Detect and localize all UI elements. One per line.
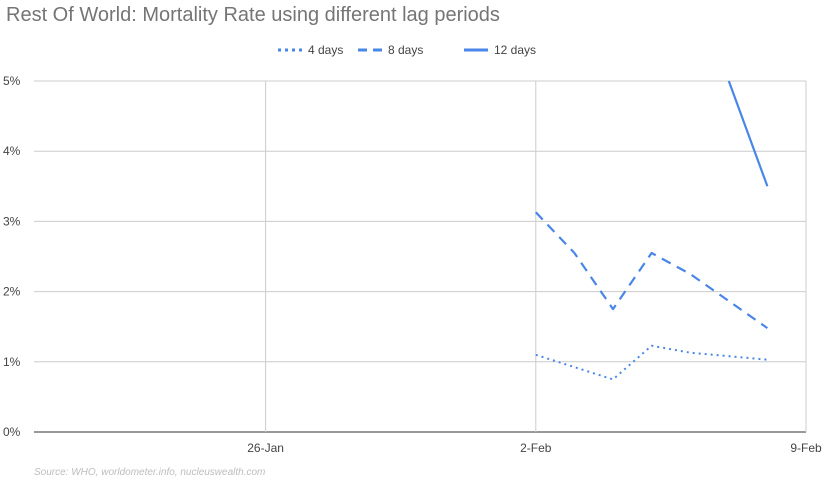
- legend-label: 4 days: [308, 43, 343, 57]
- chart-title: Rest Of World: Mortality Rate using diff…: [6, 4, 500, 26]
- x-tick-label: 2-Feb: [520, 441, 552, 455]
- x-tick-label: 26-Jan: [247, 441, 284, 455]
- grid: [34, 80, 807, 433]
- y-axis: 0% 1% 2% 3% 4% 5%: [3, 74, 21, 439]
- y-tick-label: 2%: [3, 285, 21, 299]
- source-note: Source: WHO, worldometer.info, nucleuswe…: [34, 467, 266, 478]
- series-line-12-days: [727, 80, 769, 187]
- line-chart: 4 days 8 days 12 days 0%1%2%3%4%5% 26-Jan 2…: [3, 43, 822, 455]
- series-line-8-days: [535, 211, 769, 330]
- legend-label: 8 days: [388, 43, 423, 57]
- x-axis: 26-Jan 2-Feb 9-Feb: [247, 441, 822, 455]
- plot-area: [535, 80, 769, 381]
- series-line-4-days: [535, 344, 768, 381]
- legend: 4 days 8 days 12 days: [278, 43, 536, 57]
- y-tick-label: 0%: [3, 425, 21, 439]
- y-tick-label: 3%: [3, 214, 21, 228]
- y-tick-label: 5%: [3, 74, 21, 88]
- legend-label: 12 days: [494, 43, 536, 57]
- y-tick-label: 1%: [3, 355, 21, 369]
- y-tick-label: 4%: [3, 144, 21, 158]
- x-tick-label: 9-Feb: [790, 441, 822, 455]
